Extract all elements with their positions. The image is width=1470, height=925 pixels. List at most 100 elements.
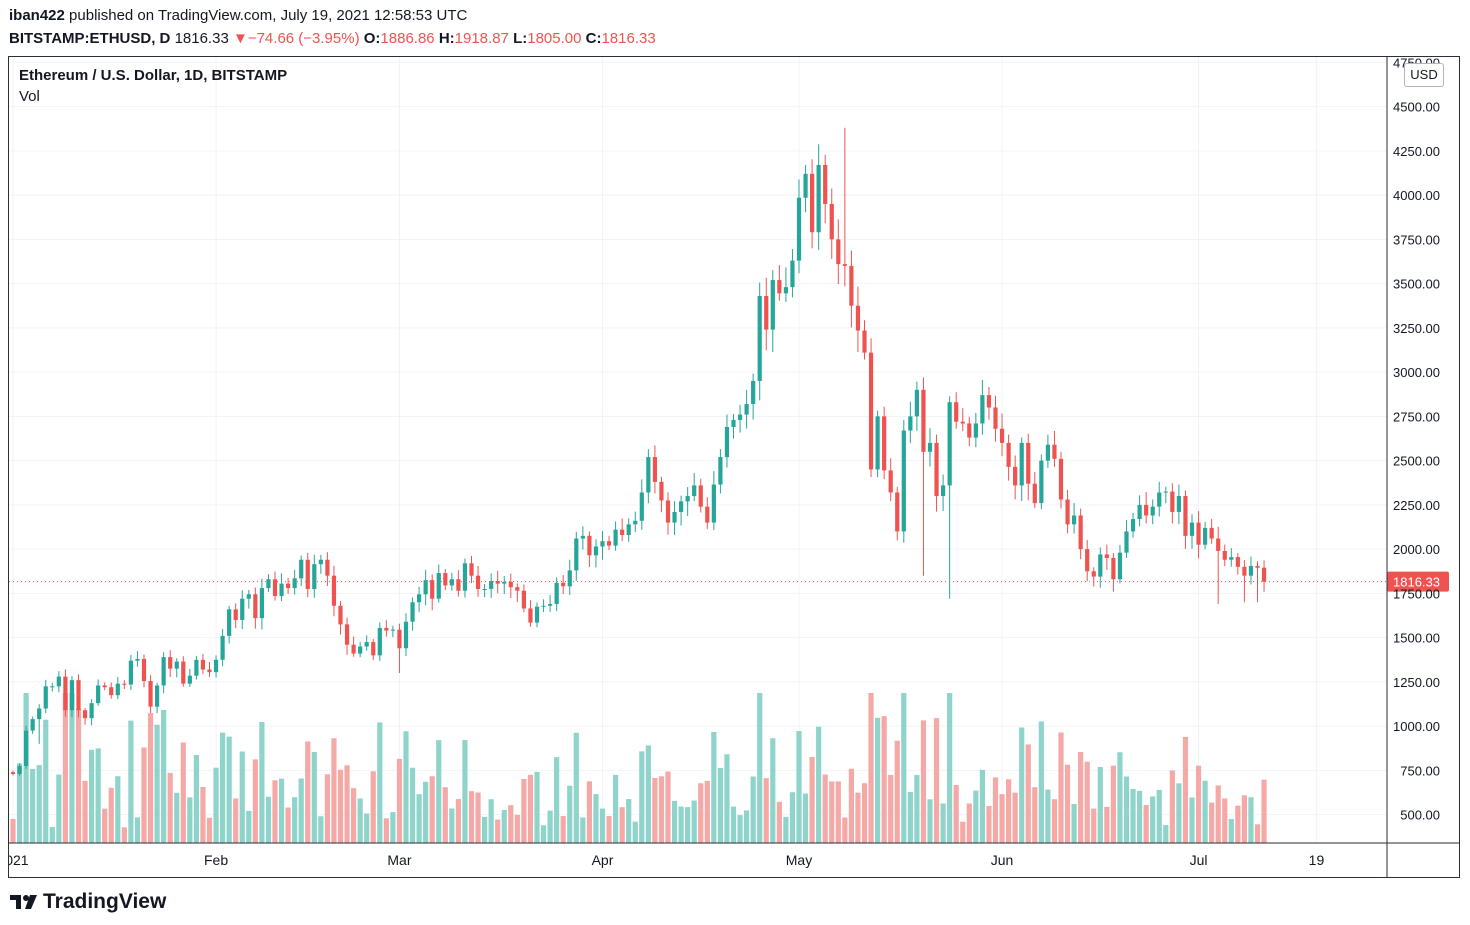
candle-body xyxy=(1137,504,1142,520)
volume-bar xyxy=(482,817,488,843)
price-chart[interactable]: 1816.33 500.00 750.00 1000.00 1250.00 1500.0… xyxy=(9,57,1459,877)
volume-bar xyxy=(180,742,186,843)
volume-bar xyxy=(540,825,547,843)
volume-bar xyxy=(508,805,514,843)
volume-bar xyxy=(147,713,154,843)
candle-body xyxy=(1019,442,1024,486)
candle-body xyxy=(1006,442,1011,467)
y-tick-label: 750.00 xyxy=(1400,763,1440,778)
candle-body xyxy=(534,606,540,623)
volume-bar xyxy=(554,757,560,843)
last-price-tag xyxy=(1387,571,1449,592)
last-price-label: 1816.33 xyxy=(1393,575,1440,590)
volume-bar xyxy=(763,778,769,843)
y-tick-label: 3000.00 xyxy=(1393,365,1440,380)
volume-bar xyxy=(599,808,606,843)
volume-bar xyxy=(829,781,835,843)
volume-bar xyxy=(121,827,127,843)
volume-bar xyxy=(161,709,167,843)
volume-bar xyxy=(973,790,979,843)
y-tick-label: 4250.00 xyxy=(1393,144,1440,159)
volume-bar xyxy=(455,799,461,843)
candle-body xyxy=(1130,519,1136,532)
candle-body xyxy=(1072,515,1077,525)
candle-body xyxy=(174,661,179,669)
volume-bar xyxy=(776,801,782,843)
candle-body xyxy=(947,402,952,486)
volume-bar xyxy=(802,793,809,843)
volume-bar xyxy=(613,774,619,843)
volume-bar xyxy=(62,693,68,843)
volume-bar xyxy=(691,800,697,843)
candle-body xyxy=(24,730,29,766)
candle-body xyxy=(1032,483,1037,504)
candle-body xyxy=(764,295,769,330)
candle-body xyxy=(757,295,762,381)
candle-body xyxy=(908,416,913,431)
volume-bar xyxy=(409,767,416,843)
volume-bar xyxy=(167,772,173,843)
legend-volume[interactable]: Vol xyxy=(19,88,40,105)
candle-body xyxy=(168,657,173,669)
legend-title[interactable]: Ethereum / U.S. Dollar, 1D, BITSTAMP xyxy=(19,67,288,84)
volume-bar xyxy=(1097,767,1103,843)
volume-bar xyxy=(685,807,691,843)
candle-body xyxy=(1085,549,1090,572)
candle-body xyxy=(620,529,625,535)
volume-bar xyxy=(187,797,193,843)
volume-bar xyxy=(789,792,796,843)
open-label: O: xyxy=(363,30,381,47)
volume-bar xyxy=(1045,789,1051,843)
candle-body xyxy=(351,644,356,654)
price-axis[interactable]: 500.00 750.00 1000.00 1250.00 1500.00 1750.00… xyxy=(1386,57,1440,877)
candle-body xyxy=(1039,460,1044,504)
volume-bar xyxy=(69,693,75,843)
volume-bar xyxy=(396,758,403,843)
candle-body xyxy=(482,588,487,590)
candle-body xyxy=(1222,550,1227,560)
candle-body xyxy=(561,582,566,587)
volume-bar xyxy=(593,794,599,843)
candle-body xyxy=(266,579,271,589)
candle-body xyxy=(842,264,847,266)
volume-bar xyxy=(115,776,121,843)
currency-button[interactable]: USD xyxy=(1404,63,1444,87)
volume-bar xyxy=(586,781,592,843)
candle-body xyxy=(259,588,264,619)
volume-bar xyxy=(36,765,42,843)
volume-bar xyxy=(671,800,678,843)
volume-bar xyxy=(246,810,252,843)
candle-body xyxy=(462,563,468,591)
volume-bar xyxy=(730,806,737,843)
author-name[interactable]: iban422 xyxy=(9,7,65,24)
time-axis[interactable]: 2021 Feb Mar Apr May Jun Jul 19 xyxy=(9,842,1459,868)
x-tick-label: Feb xyxy=(204,852,228,868)
last-price-text: 1816.33 xyxy=(174,30,229,47)
candle-body xyxy=(489,581,494,589)
volume-bar xyxy=(1202,780,1208,843)
candle-body xyxy=(1157,492,1162,507)
y-tick-label: 4000.00 xyxy=(1393,188,1440,203)
volume-bar xyxy=(220,732,226,843)
tradingview-logo[interactable]: TradingView xyxy=(9,890,166,914)
volume-bar xyxy=(449,808,455,843)
volume-bar xyxy=(744,810,750,843)
candle-body xyxy=(613,529,618,546)
candle-body xyxy=(17,765,22,774)
chart-legend: Ethereum / U.S. Dollar, 1D, BITSTAMP Vol xyxy=(19,67,287,105)
volume-bar xyxy=(1248,797,1254,843)
candle-body xyxy=(1189,522,1195,536)
volume-bar xyxy=(1228,819,1234,843)
volume-bar xyxy=(134,817,141,843)
volume-bar xyxy=(1025,744,1031,843)
open-value: 1886.86 xyxy=(380,30,435,47)
volume-bar xyxy=(1071,803,1077,843)
volume-bar xyxy=(606,815,612,843)
volume-bar xyxy=(822,774,828,843)
volume-bar xyxy=(75,708,82,843)
chart-frame xyxy=(8,56,1460,878)
volume-bar xyxy=(573,732,579,843)
volume-bar xyxy=(947,693,953,843)
candle-body xyxy=(921,389,926,452)
y-tick-label: 2250.00 xyxy=(1393,498,1440,513)
